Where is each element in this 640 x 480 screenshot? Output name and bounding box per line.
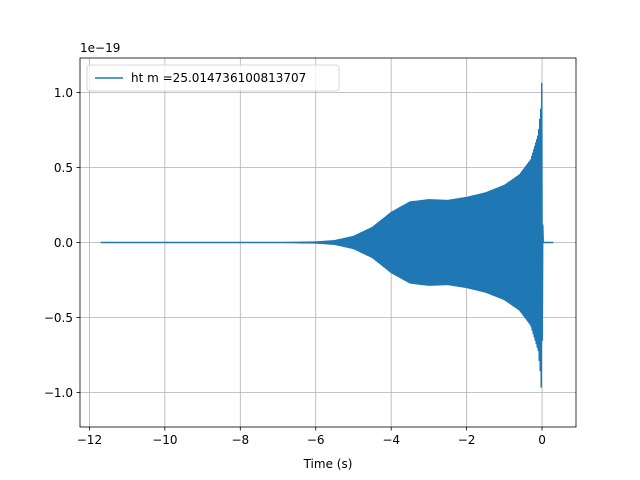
y-tick-label: 0.5	[54, 161, 73, 175]
x-tick-label: −10	[152, 433, 177, 447]
y-multiplier-label: 1e−19	[80, 41, 120, 55]
y-tick-label: −0.5	[44, 311, 73, 325]
y-tick-label: 1.0	[54, 86, 73, 100]
x-tick-label: −2	[458, 433, 476, 447]
legend-label: ht m =25.014736100813707	[131, 71, 306, 85]
x-tick-label: −8	[231, 433, 249, 447]
legend-box	[86, 64, 340, 92]
y-tick-label: 0.0	[54, 236, 73, 250]
x-tick-label: −6	[307, 433, 325, 447]
legend: ht m =25.014736100813707	[86, 64, 340, 92]
axis-ticks: −12 −10 −8 −6 −4 −2 0 −1.0 −0.5 0.0 0.5 1.0	[44, 86, 546, 447]
x-tick-label: 0	[538, 433, 546, 447]
y-tick-label: −1.0	[44, 386, 73, 400]
x-tick-label: −12	[77, 433, 102, 447]
series-line	[100, 82, 554, 388]
x-axis-label: Time (s)	[303, 457, 353, 471]
x-tick-label: −4	[382, 433, 400, 447]
